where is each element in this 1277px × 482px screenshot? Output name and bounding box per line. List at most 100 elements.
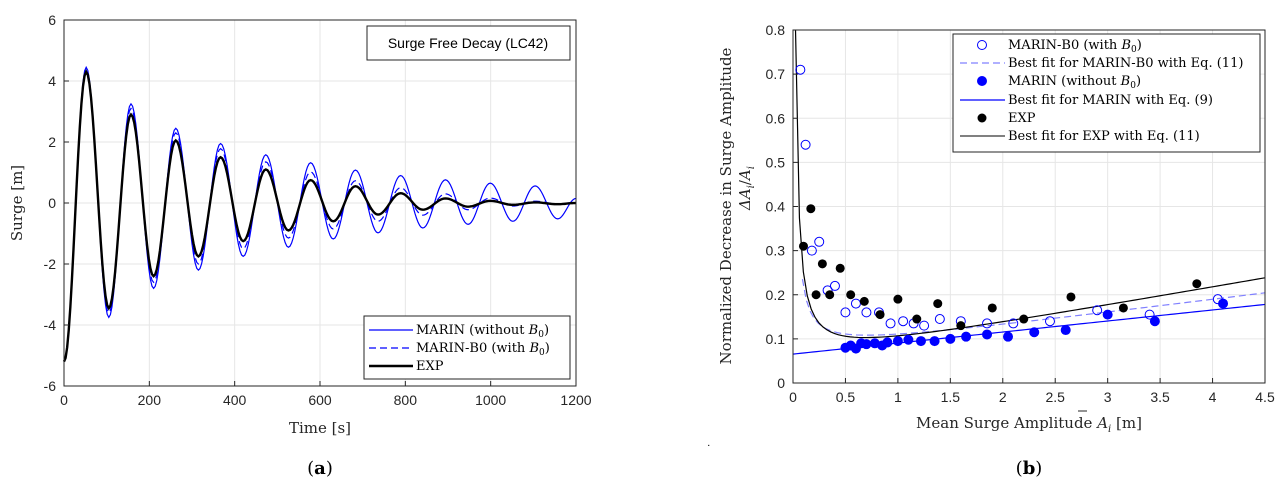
x-tick-label: 3 [1104,389,1112,405]
point-marin-b0 [934,314,945,325]
point-exp [1019,314,1029,324]
point-marin-b0 [1044,316,1055,327]
point-marin [1003,331,1014,342]
point-exp [1066,292,1076,302]
legend-label-b-marin-b0: MARIN-B0 (with B0) [1008,38,1142,55]
x-tick-label: 1 [894,389,902,405]
point-marin-b0 [885,318,896,329]
y-tick-label: 0.3 [766,243,786,259]
y-axis-label-b-line2: ΔAi/Ai [736,166,757,211]
point-marin-b0 [850,298,861,309]
title-box-a: Surge Free Decay (LC42) [366,25,571,61]
point-exp [1118,303,1128,313]
x-tick-label: 400 [223,392,247,408]
ticks-a: 0 200 400 600 800 1000 1200 -6 -4 -2 0 2 4 6 [44,12,592,408]
point-marin-b0 [795,64,806,75]
point-marin-b0 [800,139,811,150]
fit-line-exp [794,29,1266,339]
stray-mark: ˙ [707,442,712,458]
point-exp [859,296,869,306]
point-marin-b0 [1144,309,1155,320]
y-tick-label: 0.2 [766,287,786,303]
x-tick-label: 600 [308,392,332,408]
x-tick-label: 3.5 [1150,389,1170,405]
y-tick-label: 0.1 [766,331,786,347]
point-marin-b0 [861,307,872,318]
y-tick-label: -4 [44,317,57,333]
point-marin [1149,316,1160,327]
y-tick-label: 0.4 [766,199,786,215]
point-marin [1218,298,1229,309]
y-tick-label: -2 [44,256,57,272]
x-tick-label: 2.5 [1045,389,1065,405]
point-marin [929,336,940,347]
legend-label-fit-b0: Best fit for MARIN-B0 with Eq. (11) [1008,56,1243,71]
y-tick-label: -6 [44,378,57,394]
damping-scatter-chart: 0 0.5 1 1.5 2 2.5 3 3.5 4 4.5 0 0.1 0.2 0.3 0.4 0.5 0.6 0… [707,22,1275,479]
y-tick-label: 0.5 [766,154,786,170]
series-line-exp [62,69,577,363]
ticks-b: 0 0.5 1 1.5 2 2.5 3 3.5 4 4.5 0 0.1 0.2 0.3 0.4 0.5 0.6 0… [766,22,1275,405]
panel-label-b: (b) [1016,458,1043,479]
x-tick-label: 200 [138,392,162,408]
point-marin [945,333,956,344]
point-marin-b0 [829,280,840,291]
legend-label-marin: MARIN (without B0) [416,323,549,340]
point-marin-b0 [898,316,909,327]
legend-a: MARIN (without B0) MARIN-B0 (with B0) EX… [363,315,571,380]
point-exp [806,204,816,214]
point-marin [1060,325,1071,336]
legend-label-b-exp: EXP [1008,111,1036,126]
x-tick-label: 4 [1209,389,1217,405]
point-marin [903,334,914,345]
x-tick-label: 0 [60,392,68,408]
point-exp [912,314,922,324]
y-tick-label: 0.6 [766,110,786,126]
grid-a [64,20,576,386]
point-marin [882,337,893,348]
y-tick-label: 0 [48,195,56,211]
point-marin [861,339,872,350]
legend-marker-marin-b0 [977,40,987,50]
x-tick-label: 0 [789,389,797,405]
scatter-points-b [795,64,1229,354]
x-tick-label: 2 [999,389,1007,405]
point-marin-b0 [814,236,825,247]
point-exp [798,241,808,251]
point-exp [956,321,966,331]
y-axis-label-b-line1: Normalized Decrease in Surge Amplitude [717,47,735,364]
point-exp [875,310,885,320]
series-lines-a [62,65,577,363]
legend-marker-marin [977,76,987,86]
y-tick-label: 0 [777,375,785,391]
point-marin-b0 [919,320,930,331]
x-tick-label: 1000 [475,392,506,408]
surge-decay-chart: 0 200 400 600 800 1000 1200 -6 -4 -2 0 2 4 6 Surge Fr… [8,12,592,479]
legend-label-b-marin: MARIN (without B0) [1008,74,1141,91]
fit-line-marin-b0 [801,279,1266,336]
point-exp [933,299,943,309]
y-axis-label-a: Surge [m] [8,165,26,241]
y-tick-label: 0.8 [766,22,786,38]
y-tick-label: 2 [48,134,56,150]
point-marin [982,329,993,340]
y-tick-label: 0.7 [766,66,786,82]
point-exp [893,294,903,304]
x-tick-label: 4.5 [1255,389,1275,405]
x-tick-label: 1200 [560,392,591,408]
legend-label-exp: EXP [416,359,444,374]
legend-b: MARIN-B0 (with B0) Best fit for MARIN-B0… [952,33,1261,153]
x-tick-label: 0.5 [836,389,856,405]
point-exp [835,263,845,273]
point-marin [892,336,903,347]
panel-label-a: (a) [307,458,333,479]
y-tick-label: 6 [48,12,56,28]
point-marin [961,331,972,342]
x-tick-label: 800 [394,392,418,408]
point-marin-b0 [806,245,817,256]
x-axis-label-b: Mean Surge Amplitude Ai [m] [916,414,1142,435]
y-tick-label: 4 [48,73,56,89]
legend-label-fit-marin: Best fit for MARIN with Eq. (9) [1008,93,1213,108]
legend-label-marin-b0: MARIN-B0 (with B0) [416,341,550,358]
x-axis-label-a: Time [s] [289,419,351,437]
